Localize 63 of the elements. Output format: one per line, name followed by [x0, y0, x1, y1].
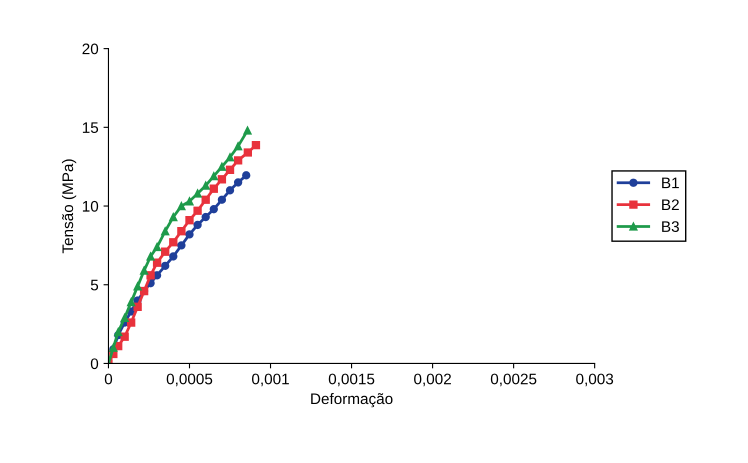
point — [169, 252, 178, 261]
point — [193, 189, 202, 198]
point — [226, 166, 234, 174]
point — [120, 314, 129, 322]
point — [169, 212, 178, 222]
x-tick-label: 0 — [104, 374, 112, 384]
point — [218, 196, 226, 204]
x-tick-label: 0,0015 — [328, 374, 374, 386]
point — [210, 172, 218, 180]
point — [161, 262, 170, 270]
y-tick-label: 20 — [82, 43, 98, 54]
point — [177, 241, 186, 250]
point — [146, 271, 155, 280]
point — [140, 266, 148, 275]
x-tick-label: 0,003 — [576, 374, 614, 386]
point — [193, 206, 202, 215]
point — [126, 298, 136, 306]
point — [234, 178, 242, 187]
point — [234, 142, 242, 150]
point — [152, 258, 162, 267]
point — [226, 186, 234, 194]
point — [202, 212, 210, 222]
point — [243, 126, 252, 135]
y-tick-label: 0 — [90, 358, 98, 370]
point — [185, 216, 194, 224]
x-tick-label: 0,001 — [252, 374, 289, 386]
point — [169, 238, 178, 246]
legend-label: B2 — [662, 199, 679, 210]
y-tick-label: 5 — [90, 280, 98, 290]
x-axis-title: Deformação — [311, 392, 393, 408]
point — [126, 318, 136, 327]
point — [242, 171, 250, 180]
y-tick-label: 10 — [82, 200, 98, 212]
point — [234, 156, 242, 165]
y-tick-label: 15 — [82, 122, 98, 134]
point — [202, 181, 210, 190]
point — [114, 328, 122, 336]
point — [202, 196, 210, 204]
point — [252, 140, 260, 150]
point — [218, 175, 226, 184]
point — [146, 252, 155, 261]
point — [226, 153, 234, 162]
point — [210, 184, 218, 193]
point — [244, 148, 252, 157]
point — [185, 197, 194, 206]
point — [185, 230, 194, 239]
point — [193, 220, 202, 230]
point — [177, 227, 186, 236]
point — [161, 227, 170, 236]
point — [152, 242, 162, 252]
point — [120, 332, 129, 341]
point — [218, 162, 226, 171]
x-tick-label: 0,002 — [414, 374, 451, 386]
x-tick-label: 0,0005 — [166, 374, 212, 386]
point — [161, 248, 170, 256]
point — [210, 205, 218, 214]
y-axis-title: Tensão (MPa) — [62, 159, 76, 254]
point — [177, 202, 186, 210]
x-tick-label: 0,0025 — [490, 374, 536, 386]
legend-label: B3 — [662, 221, 679, 232]
legend-label: B1 — [662, 178, 679, 188]
point — [133, 302, 142, 311]
point — [133, 282, 142, 290]
